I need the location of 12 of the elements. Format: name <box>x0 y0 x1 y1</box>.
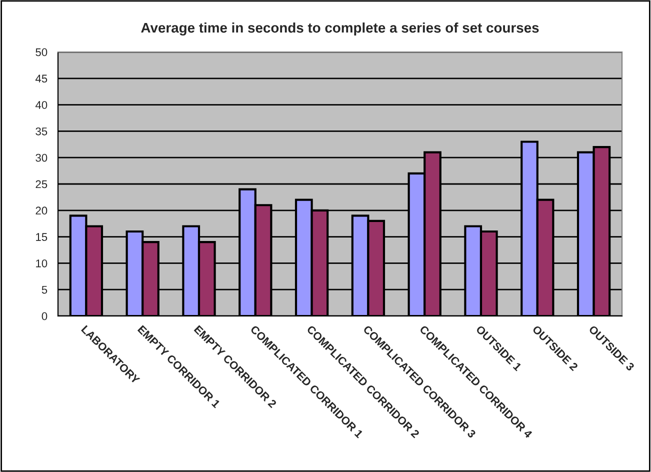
y-tick-label: 45 <box>35 74 48 83</box>
chart-title: Average time in seconds to complete a series of set courses <box>141 22 539 36</box>
y-tick-label: 50 <box>36 48 48 56</box>
y-tick-label: 25 <box>36 180 48 188</box>
y-tick-label: 20 <box>36 206 48 215</box>
y-tick-label: 10 <box>36 259 48 268</box>
y-tick-label: 5 <box>42 286 48 294</box>
y-tick-label: 0 <box>42 312 48 320</box>
y-tick-label: 30 <box>36 154 48 162</box>
y-tick-label: 15 <box>36 233 48 241</box>
y-tick-label: 40 <box>35 101 48 109</box>
y-tick-label: 35 <box>36 127 48 136</box>
